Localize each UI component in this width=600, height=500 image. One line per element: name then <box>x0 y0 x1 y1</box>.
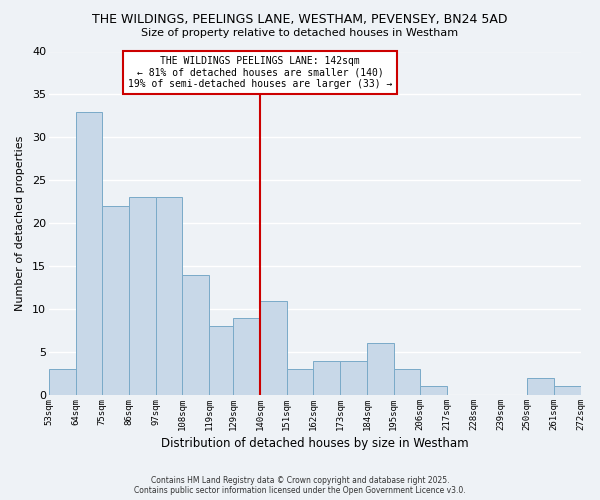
Bar <box>527 378 554 395</box>
Bar <box>367 344 394 395</box>
Bar <box>76 112 102 395</box>
Bar <box>209 326 233 395</box>
Bar <box>182 275 209 395</box>
Bar <box>394 370 420 395</box>
X-axis label: Distribution of detached houses by size in Westham: Distribution of detached houses by size … <box>161 437 469 450</box>
Bar <box>129 198 155 395</box>
Bar <box>260 300 287 395</box>
Bar <box>49 370 76 395</box>
Bar <box>102 206 129 395</box>
Bar <box>287 370 313 395</box>
Bar <box>233 318 260 395</box>
Bar <box>313 360 340 395</box>
Bar <box>554 386 581 395</box>
Bar <box>155 198 182 395</box>
Text: Contains HM Land Registry data © Crown copyright and database right 2025.
Contai: Contains HM Land Registry data © Crown c… <box>134 476 466 495</box>
Text: Size of property relative to detached houses in Westham: Size of property relative to detached ho… <box>142 28 458 38</box>
Y-axis label: Number of detached properties: Number of detached properties <box>15 136 25 311</box>
Text: THE WILDINGS, PEELINGS LANE, WESTHAM, PEVENSEY, BN24 5AD: THE WILDINGS, PEELINGS LANE, WESTHAM, PE… <box>92 12 508 26</box>
Bar <box>340 360 367 395</box>
Text: THE WILDINGS PEELINGS LANE: 142sqm
← 81% of detached houses are smaller (140)
19: THE WILDINGS PEELINGS LANE: 142sqm ← 81%… <box>128 56 392 89</box>
Bar <box>420 386 447 395</box>
